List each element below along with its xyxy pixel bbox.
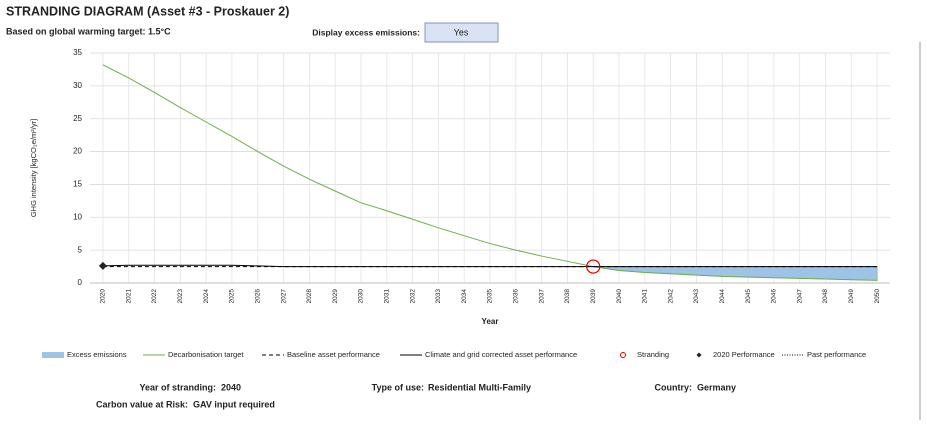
x-tick-label: 2028: [306, 289, 313, 304]
risk-label: Carbon value at Risk:: [96, 399, 188, 409]
x-tick-label: 2048: [822, 289, 829, 304]
x-tick-label: 2040: [616, 289, 623, 304]
x-tick-label: 2035: [487, 289, 494, 304]
y-tick-label: 35: [73, 48, 82, 57]
x-tick-label: 2047: [796, 289, 803, 304]
x-tick-label: 2029: [332, 289, 339, 304]
y-tick-label: 15: [73, 180, 82, 189]
x-axis-title: Year: [482, 317, 499, 326]
x-tick-label: 2042: [667, 289, 674, 304]
country-value: Germany: [697, 382, 736, 392]
legend-label: Climate and grid corrected asset perform…: [425, 350, 577, 359]
x-tick-label: 2039: [590, 289, 597, 304]
x-tick-label: 2031: [383, 289, 390, 304]
y-tick-label: 25: [73, 114, 82, 123]
stranding-marker: [586, 259, 601, 274]
x-tick-label: 2041: [642, 289, 649, 304]
x-tick-label: 2026: [254, 289, 261, 304]
legend-label: Baseline asset performance: [287, 350, 380, 359]
x-tick-label: 2025: [229, 289, 236, 304]
x-tick-label: 2023: [177, 289, 184, 304]
x-tick-label: 2038: [564, 289, 571, 304]
use-label: Type of use:: [372, 382, 424, 392]
legend-swatch: [620, 352, 626, 358]
toggle-value[interactable]: Yes: [454, 27, 469, 37]
legend-label: Decarbonisation target: [168, 350, 244, 359]
x-tick-label: 2050: [874, 289, 881, 304]
y-tick-label: 0: [78, 278, 83, 287]
x-tick-label: 2030: [358, 289, 365, 304]
x-tick-label: 2036: [513, 289, 520, 304]
use-value: Residential Multi-Family: [428, 382, 531, 392]
toggle-label: Display excess emissions:: [312, 27, 420, 37]
x-tick-label: 2037: [538, 289, 545, 304]
y-tick-label: 10: [73, 212, 82, 221]
series-line: [102, 64, 878, 281]
legend-swatch: [696, 352, 702, 358]
toggle-button[interactable]: [424, 22, 499, 43]
x-tick-label: 2043: [693, 289, 700, 304]
x-tick-label: 2022: [151, 289, 158, 304]
y-tick-label: 30: [73, 81, 82, 90]
y-tick-label: 5: [78, 245, 83, 254]
x-tick-label: 2045: [745, 289, 752, 304]
stranding-label: Year of stranding:: [139, 382, 216, 392]
risk-value: GAV input required: [193, 399, 275, 409]
x-tick-label: 2049: [848, 289, 855, 304]
x-tick-label: 2034: [461, 289, 468, 304]
x-tick-label: 2044: [719, 289, 726, 304]
legend-label: Excess emissions: [67, 350, 127, 359]
x-tick-label: 2027: [280, 289, 287, 304]
title: STRANDING DIAGRAM (Asset #3 - Proskauer …: [6, 4, 289, 18]
x-tick-label: 2024: [203, 289, 210, 304]
x-tick-label: 2032: [409, 289, 416, 304]
y-axis-title: GHG intensity [kgCO₂e/m²/yr]: [29, 119, 38, 217]
legend-label: Stranding: [637, 350, 669, 359]
x-tick-label: 2046: [771, 289, 778, 304]
legend-label: Past performance: [807, 350, 866, 359]
series-line: [102, 264, 878, 268]
legend-swatch: [42, 352, 64, 358]
subtitle: Based on global warming target: 1.5°C: [6, 26, 171, 36]
stranding-value: 2040: [221, 382, 241, 392]
x-tick-label: 2021: [125, 289, 132, 304]
country-label: Country:: [655, 382, 693, 392]
x-tick-label: 2033: [435, 289, 442, 304]
y-tick-label: 20: [73, 147, 82, 156]
x-tick-label: 2020: [100, 289, 107, 304]
legend-label: 2020 Performance: [713, 350, 775, 359]
performance-marker: [98, 261, 107, 270]
